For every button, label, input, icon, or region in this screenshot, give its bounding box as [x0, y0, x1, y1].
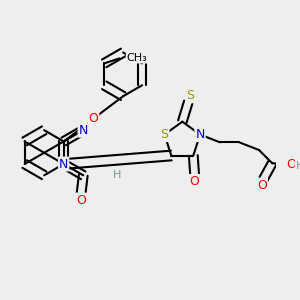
Text: N: N — [59, 158, 68, 170]
Text: O: O — [88, 112, 98, 125]
Text: CH₃: CH₃ — [127, 52, 148, 63]
Text: N: N — [195, 128, 205, 141]
Text: S: S — [187, 89, 194, 102]
Text: O: O — [257, 179, 267, 192]
Text: O: O — [76, 194, 86, 207]
Text: N: N — [79, 124, 88, 137]
Text: O: O — [286, 158, 296, 171]
Text: H: H — [296, 161, 300, 171]
Text: O: O — [190, 175, 200, 188]
Text: H: H — [113, 170, 122, 180]
Text: S: S — [160, 128, 169, 141]
